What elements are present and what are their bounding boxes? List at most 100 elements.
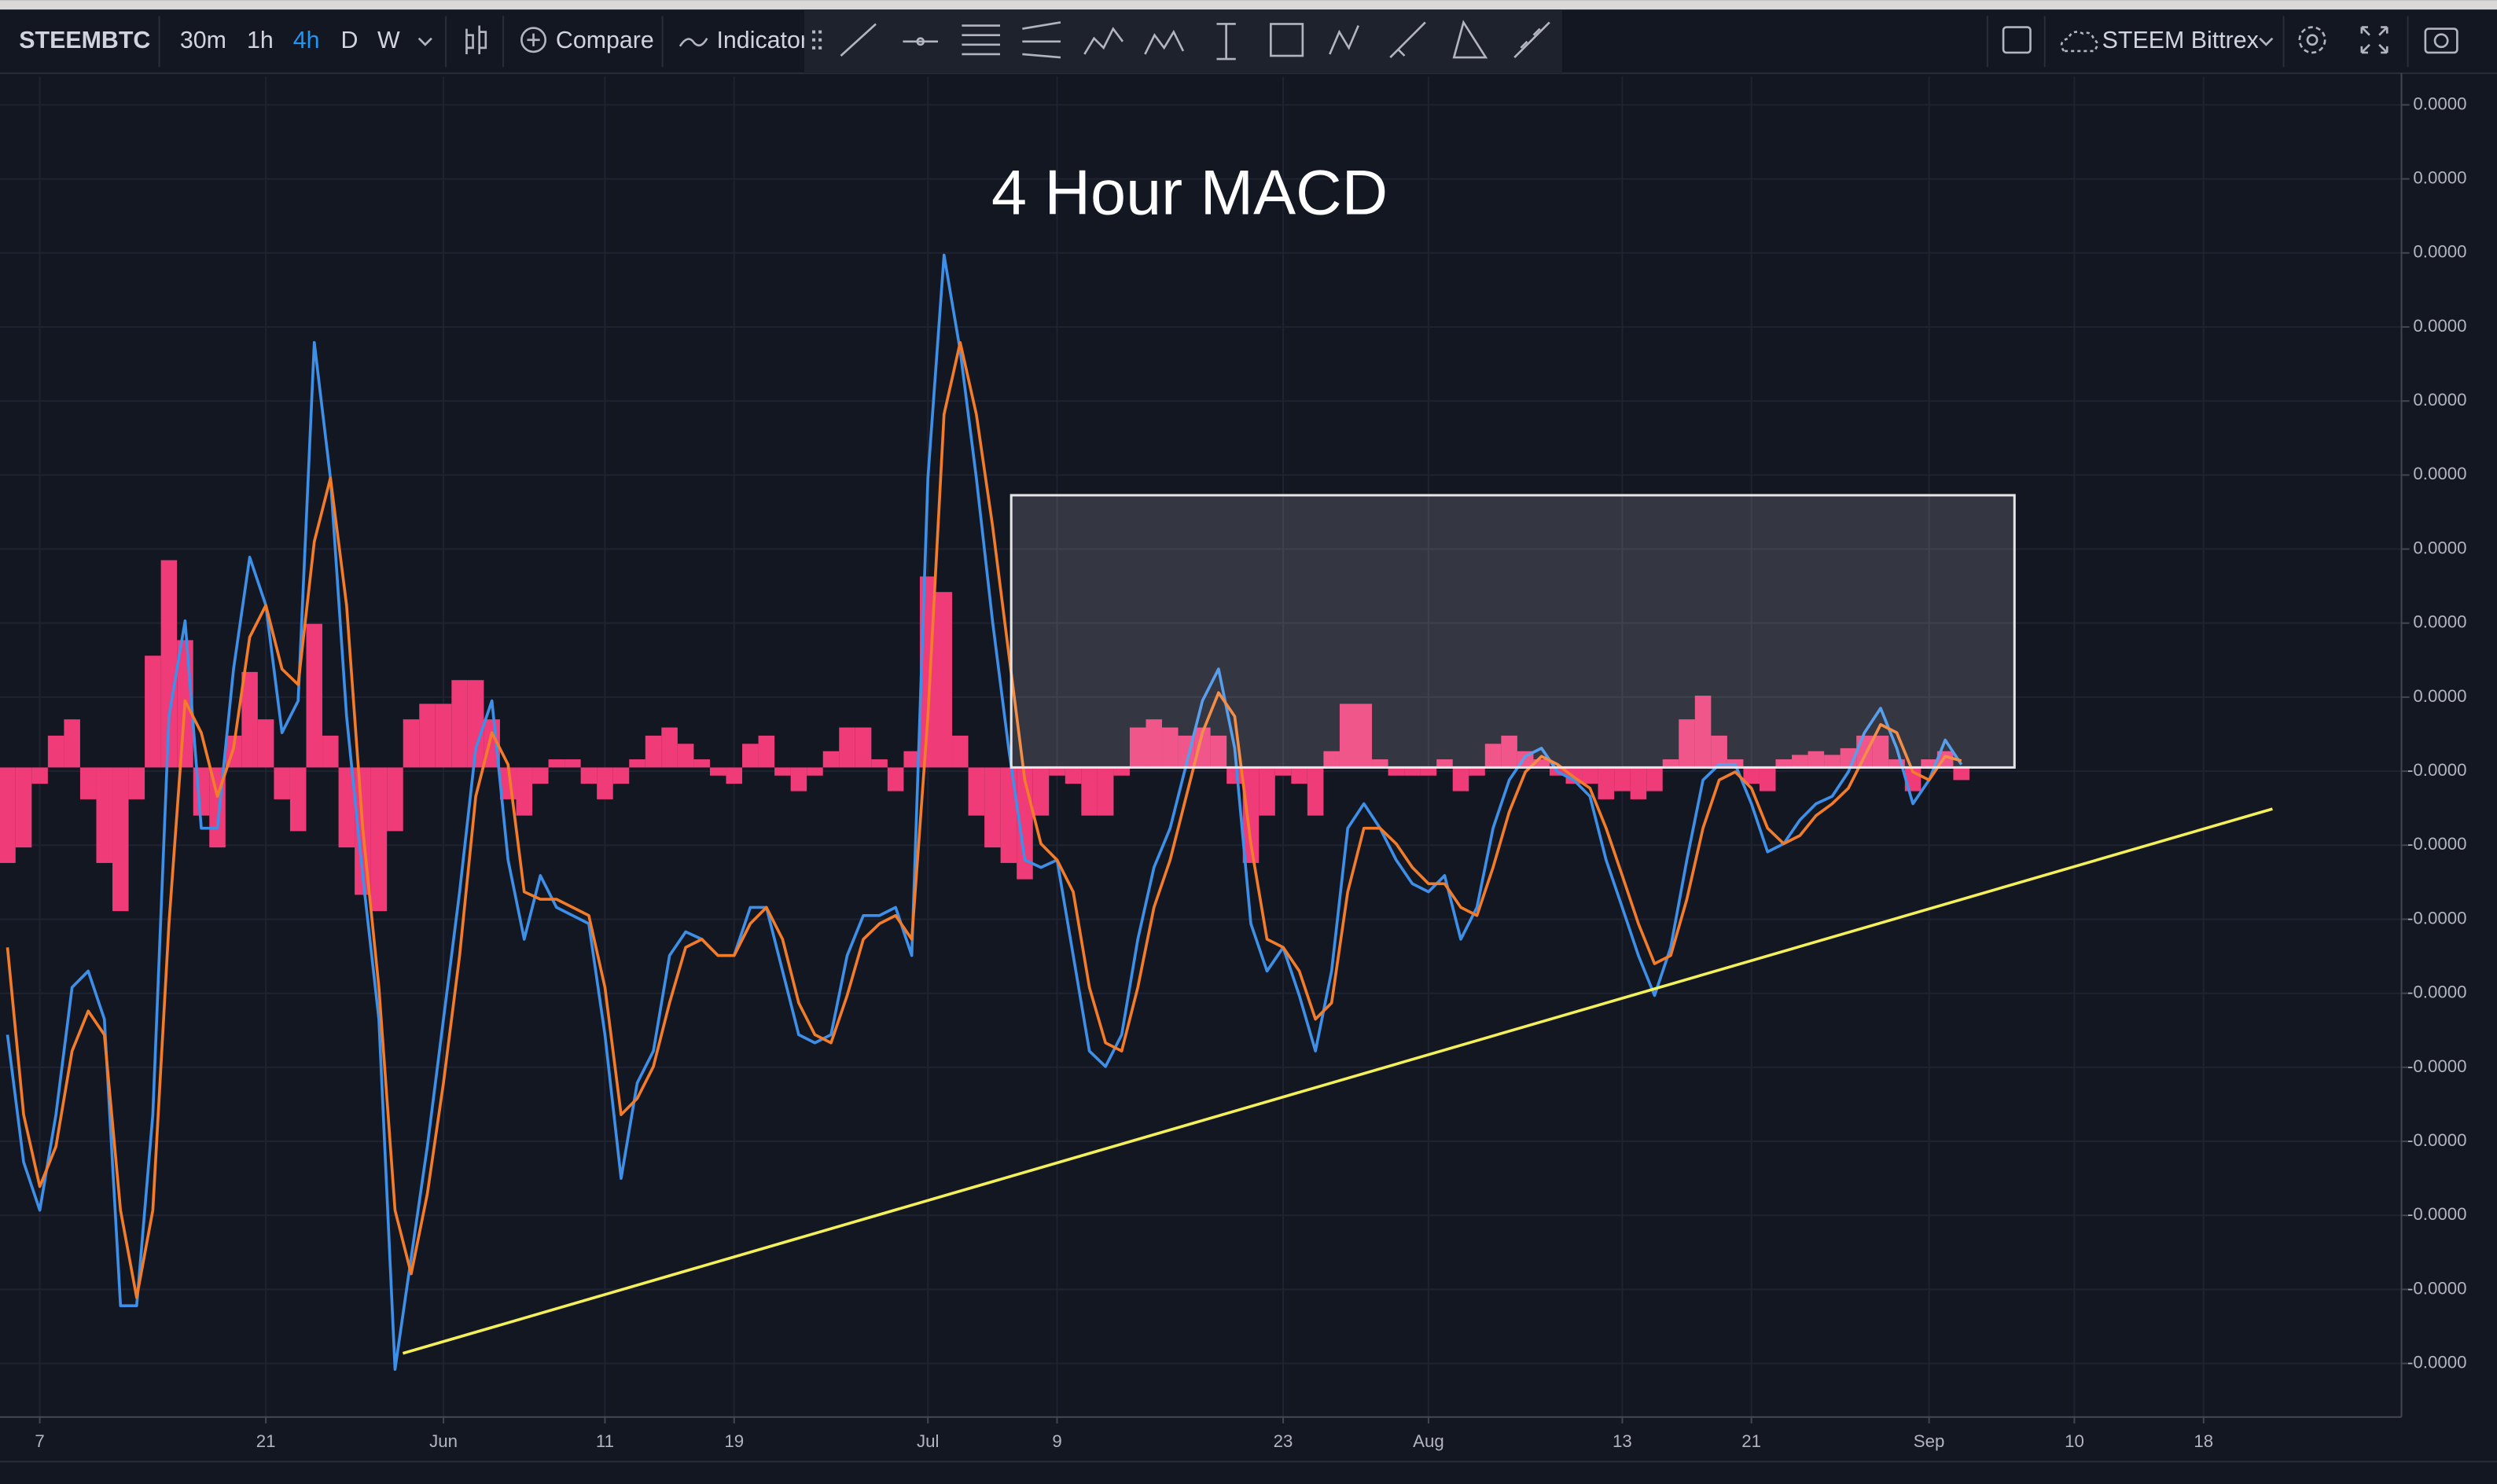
interval-dropdown[interactable] [417, 37, 432, 46]
line-series [6, 340, 1962, 1299]
indicators-icon[interactable] [678, 38, 708, 47]
histogram-bar [1355, 703, 1373, 768]
histogram-bar [822, 751, 840, 768]
histogram-bar [193, 767, 210, 816]
histogram-bar [451, 680, 468, 768]
x-tick-label: 21 [1741, 1431, 1761, 1451]
histogram-bar [855, 727, 872, 768]
symbol[interactable]: STEEMBTC [19, 27, 150, 53]
interval-active[interactable]: 4h [293, 27, 320, 53]
settings-icon[interactable] [2298, 26, 2326, 54]
interval[interactable]: D [340, 27, 358, 53]
histogram-bar [871, 759, 888, 768]
histogram-bar [1194, 727, 1211, 768]
histogram-bar [145, 656, 161, 768]
y-tick-label: 0.0000 [2413, 316, 2466, 336]
drawing-tools[interactable] [840, 20, 1550, 61]
histogram-bar [1000, 767, 1017, 863]
histogram-bar [1097, 767, 1114, 816]
histogram-bar [1679, 719, 1695, 768]
histogram-bar [597, 767, 613, 799]
histogram-bar [1759, 767, 1776, 792]
histogram-bar [1210, 735, 1227, 768]
histogram-bar [64, 719, 80, 768]
fullscreen-icon[interactable] [2360, 26, 2389, 54]
x-tick-label: 23 [1274, 1431, 1293, 1451]
histogram-bar [1598, 767, 1615, 799]
histogram-bar [338, 767, 355, 848]
layout-icon[interactable] [2002, 26, 2032, 54]
histogram-bar [1404, 767, 1421, 776]
indicators-button[interactable]: Indicator [716, 27, 808, 53]
histogram-bar [661, 727, 678, 768]
histogram-bar [1953, 767, 1969, 781]
histogram-bar [1420, 767, 1437, 776]
histogram-bar [1242, 767, 1260, 863]
histogram-bar [709, 767, 726, 776]
interval[interactable]: 30m [180, 27, 226, 53]
histogram-bar [693, 759, 710, 768]
x-tick-label: 10 [2065, 1431, 2084, 1451]
x-tick-label: 21 [256, 1431, 276, 1451]
compare-icon[interactable] [520, 27, 547, 53]
histogram-bar [1065, 767, 1082, 784]
histogram-bar [435, 703, 452, 768]
histogram-bar [1436, 759, 1453, 768]
y-tick-label: -0.0000 [2407, 1130, 2467, 1150]
histogram-bar [1743, 767, 1760, 784]
histogram-bar [1501, 735, 1517, 768]
histogram-bar [1291, 767, 1307, 784]
histogram-bar [726, 767, 743, 784]
histogram-bar [241, 671, 258, 768]
histogram-bar [112, 767, 129, 912]
histogram-bar [807, 767, 823, 776]
histogram-bar [887, 767, 904, 792]
histogram-bar [1646, 767, 1663, 792]
histogram-bar [1533, 759, 1550, 768]
x-tick-label: Sep [1914, 1431, 1945, 1451]
y-tick-label: -0.0000 [2407, 834, 2467, 854]
x-tick-label: 11 [596, 1431, 614, 1451]
y-tick-label: -0.0000 [2407, 1353, 2467, 1372]
histogram-bar [274, 767, 290, 799]
histogram-bar [1775, 759, 1793, 768]
histogram-bar [1388, 767, 1405, 776]
histogram-bar [257, 719, 274, 768]
histogram-bar [1807, 751, 1825, 768]
histogram-bar [758, 735, 775, 768]
histogram-bar [1339, 703, 1356, 768]
source-button[interactable]: STEEM Bittrex [2102, 27, 2259, 53]
histogram-bar [774, 767, 791, 776]
interval[interactable]: 1h [247, 27, 274, 53]
drag-handle[interactable] [812, 30, 822, 50]
histogram-bar [677, 744, 694, 768]
trend-line[interactable] [402, 807, 2273, 1355]
histogram-bar [1792, 755, 1808, 768]
histogram-bar [387, 767, 403, 832]
y-tick-label: -0.0000 [2407, 908, 2467, 928]
x-tick-label: 18 [2194, 1431, 2213, 1451]
histogram-bar [128, 767, 145, 799]
x-tick-label: 13 [1613, 1431, 1632, 1451]
histogram-bar [1146, 719, 1163, 768]
y-tick-label: 0.0000 [2413, 538, 2466, 557]
y-tick-label: 0.0000 [2413, 686, 2466, 706]
chart-style-icon[interactable] [465, 25, 487, 54]
cloud-icon [2060, 31, 2098, 53]
browser-strip [0, 0, 2497, 10]
histogram-bar [370, 767, 388, 912]
x-tick-label: Jun [429, 1431, 458, 1451]
highlight-rectangle[interactable] [1009, 494, 2016, 769]
histogram-bar [1032, 767, 1050, 816]
histogram-bar [532, 767, 549, 784]
x-tick-label: 9 [1052, 1431, 1061, 1451]
bottom-bar [0, 1461, 2497, 1484]
snapshot-icon[interactable] [2424, 28, 2458, 54]
interval[interactable]: W [377, 27, 400, 53]
source-dropdown[interactable] [2259, 37, 2274, 46]
compare-button[interactable]: Compare [556, 27, 654, 53]
x-tick-label: Aug [1413, 1431, 1444, 1451]
